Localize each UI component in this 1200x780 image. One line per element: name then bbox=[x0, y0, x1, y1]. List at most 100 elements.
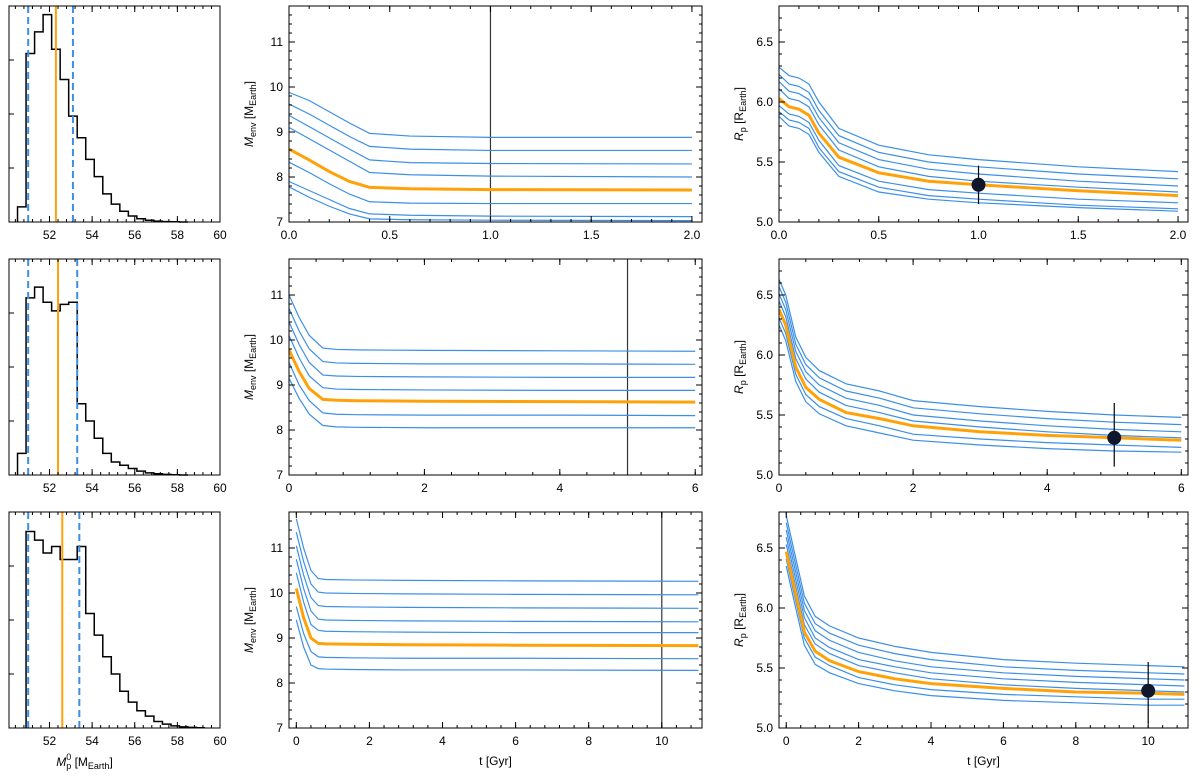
evolution-track bbox=[779, 279, 1182, 418]
x-tick-label: 2 bbox=[366, 734, 373, 748]
evolution-track bbox=[779, 300, 1182, 439]
plot-area bbox=[289, 259, 696, 475]
y-axis-label: Menv [MEarth] bbox=[242, 587, 258, 653]
y-tick-label: 5.0 bbox=[756, 721, 773, 735]
evolution-track bbox=[289, 126, 692, 178]
evolution-track bbox=[295, 545, 699, 609]
axes-frame bbox=[288, 258, 703, 476]
x-tick-label: 0 bbox=[293, 734, 300, 748]
x-tick-label: 58 bbox=[171, 481, 185, 495]
label-symbol: R bbox=[732, 385, 746, 394]
plot-area bbox=[779, 279, 1182, 467]
label-unit-close: ] bbox=[109, 755, 112, 769]
evolution-track bbox=[295, 559, 699, 623]
axes-frame bbox=[8, 511, 221, 729]
observation-marker bbox=[971, 177, 986, 192]
x-tick-label: 58 bbox=[171, 228, 185, 242]
y-axis-label: Rp [REarth] bbox=[732, 340, 748, 394]
envelope-panel-1: 0.0 0.5 1.0 1.5 2.0 7 8 9 10 11 Menv [MEarth] bbox=[242, 5, 703, 242]
histogram-panel-2: 52 54 56 58 60 bbox=[8, 258, 227, 495]
x-tick-label: 56 bbox=[128, 734, 142, 748]
label-symbol: R bbox=[732, 132, 746, 141]
evolution-track bbox=[785, 529, 1185, 681]
x-tick-label: 56 bbox=[128, 228, 142, 242]
median-track bbox=[289, 349, 696, 404]
x-axis-label-time: t [Gyr] bbox=[967, 754, 1000, 768]
envelope-panel-2: 0 2 4 6 7 8 9 10 11 Menv [MEarth] bbox=[242, 258, 703, 495]
x-tick-label: 60 bbox=[213, 481, 227, 495]
x-tick-label: 0.0 bbox=[281, 228, 298, 242]
evolution-track bbox=[289, 114, 692, 165]
x-tick-label: 52 bbox=[43, 481, 57, 495]
evolution-track bbox=[779, 115, 1179, 212]
label-unit-close: ] bbox=[242, 81, 256, 84]
x-tick-label: 58 bbox=[171, 734, 185, 748]
x-tick-label: 54 bbox=[85, 481, 99, 495]
y-tick-label: 7 bbox=[276, 721, 283, 735]
label-symbol: R bbox=[732, 638, 746, 647]
radius-panel-3: 0 2 4 6 8 10 5.0 5.5 6.0 6.5 Rp [REarth] t [Gyr] bbox=[732, 511, 1189, 768]
y-tick-label: 5.5 bbox=[756, 408, 773, 422]
y-tick-label: 8 bbox=[276, 676, 283, 690]
evolution-track bbox=[785, 522, 1185, 675]
evolution-track bbox=[785, 544, 1185, 693]
x-tick-label: 54 bbox=[85, 734, 99, 748]
label-unit-subscript: Earth bbox=[88, 761, 110, 771]
median-track bbox=[779, 97, 1179, 198]
evolution-track bbox=[289, 362, 696, 417]
label-symbol: M bbox=[56, 755, 66, 769]
evolution-track bbox=[289, 180, 692, 218]
x-tick-label: 2 bbox=[421, 481, 428, 495]
x-tick-label: 4 bbox=[439, 734, 446, 748]
x-tick-label: 52 bbox=[43, 228, 57, 242]
y-axis-label: Rp [REarth] bbox=[732, 593, 748, 647]
x-tick-label: 2 bbox=[910, 481, 917, 495]
y-tick-label: 6.5 bbox=[756, 541, 773, 555]
y-axis-label: Menv [MEarth] bbox=[242, 81, 258, 147]
x-tick-label: 2.0 bbox=[1170, 228, 1187, 242]
evolution-track bbox=[785, 515, 1185, 668]
x-tick-label: 4 bbox=[556, 481, 563, 495]
median-track bbox=[784, 551, 1185, 696]
histogram-panel-3: 52 54 56 58 60 M0 p [MEarth] bbox=[8, 511, 227, 771]
x-tick-label: 54 bbox=[85, 228, 99, 242]
label-unit-close: ] bbox=[242, 587, 256, 590]
median-track bbox=[294, 588, 699, 648]
axes-frame bbox=[8, 258, 221, 476]
x-tick-label: 0 bbox=[776, 481, 783, 495]
x-tick-label: 8 bbox=[1072, 734, 1079, 748]
label-symbol: M bbox=[242, 137, 256, 147]
x-tick-label: 0.5 bbox=[381, 228, 398, 242]
x-tick-label: 4 bbox=[928, 734, 935, 748]
evolution-track bbox=[779, 293, 1182, 433]
evolution-track bbox=[779, 105, 1179, 204]
axes-frame bbox=[778, 511, 1189, 729]
label-unit-open: [M bbox=[242, 612, 256, 629]
plot-area bbox=[779, 66, 1179, 212]
y-tick-label: 9 bbox=[276, 378, 283, 392]
evolution-track bbox=[779, 111, 1179, 210]
median-track bbox=[289, 147, 692, 192]
evolution-track bbox=[295, 572, 699, 634]
label-unit-open: [M bbox=[242, 106, 256, 123]
evolution-track bbox=[289, 103, 692, 152]
y-tick-label: 5.0 bbox=[756, 215, 773, 229]
y-tick-label: 6.0 bbox=[756, 348, 773, 362]
label-unit-subscript: Earth bbox=[738, 343, 748, 365]
y-axis-label: Menv [MEarth] bbox=[242, 334, 258, 400]
evolution-track bbox=[779, 81, 1179, 187]
label-unit-open: [R bbox=[732, 618, 746, 634]
evolution-track bbox=[295, 518, 699, 582]
histogram-steps bbox=[16, 286, 189, 476]
y-tick-label: 7 bbox=[276, 468, 283, 482]
x-tick-label: 0.0 bbox=[771, 228, 788, 242]
evolution-track bbox=[295, 606, 699, 660]
x-tick-label: 1.0 bbox=[970, 228, 987, 242]
label-unit-close: ] bbox=[242, 334, 256, 337]
evolution-track bbox=[289, 161, 692, 205]
histogram-panel-1: 52 54 56 58 60 bbox=[8, 5, 227, 242]
y-tick-label: 10 bbox=[270, 80, 284, 94]
x-tick-label: 6 bbox=[692, 481, 699, 495]
evolution-track bbox=[295, 619, 699, 671]
plot-area bbox=[289, 6, 692, 222]
